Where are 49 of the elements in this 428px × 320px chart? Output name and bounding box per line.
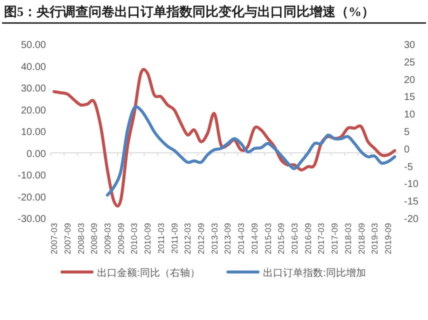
x-tick-label: 2012-09 — [196, 222, 206, 254]
legend-label: 出口金额:同比（右轴） — [97, 267, 200, 279]
y2-tick-label: 25 — [404, 57, 416, 68]
y-tick-label: 20.00 — [20, 105, 46, 116]
x-tick-label: 2014-03 — [236, 222, 246, 254]
y2-tick-label: 30 — [404, 40, 416, 51]
y2-tick-label: 20 — [404, 74, 416, 86]
y-tick-label: -10.00 — [18, 170, 46, 182]
y2-tick-label: -15 — [404, 196, 419, 208]
x-tick-label: 2009-09 — [116, 222, 126, 254]
x-tick-label: 2018-03 — [342, 222, 353, 254]
y-tick-label: -30.00 — [18, 214, 46, 225]
y2-tick-label: -10 — [404, 179, 419, 190]
y-tick-label: 30.00 — [20, 84, 46, 94]
x-tick-label: 2007-03 — [49, 222, 60, 254]
x-tick-label: 2007-09 — [62, 222, 72, 254]
y2-tick-label: -20 — [404, 214, 419, 225]
y-tick-label: 50.00 — [20, 40, 46, 51]
x-tick-label: 2015-03 — [262, 222, 273, 254]
x-tick-label: 2018-09 — [356, 222, 366, 254]
y2-tick-label: 10 — [404, 110, 416, 121]
legend-label: 出口订单指数:同比增加 — [263, 267, 366, 279]
y2-tick-label: 15 — [404, 92, 416, 104]
x-tick-label: 2017-03 — [316, 222, 326, 254]
x-tick-label: 2009-03 — [102, 222, 112, 254]
y-tick-label: 0.00 — [26, 148, 46, 160]
y-tick-label: -20.00 — [18, 192, 46, 204]
y-tick-label: 10.00 — [20, 127, 46, 138]
x-tick-label: 2011-09 — [169, 222, 180, 254]
x-tick-label: 2010-03 — [129, 222, 140, 254]
x-tick-label: 2017-09 — [330, 222, 340, 254]
x-tick-label: 2014-09 — [249, 222, 260, 254]
x-tick-label: 2016-03 — [289, 222, 300, 254]
x-tick-label: 2011-03 — [156, 222, 166, 254]
x-tick-label: 2019-09 — [382, 222, 393, 254]
y2-tick-label: -5 — [404, 162, 414, 173]
y2-tick-label: 0 — [404, 144, 410, 156]
x-tick-label: 2013-03 — [209, 222, 220, 254]
x-tick-label: 2016-09 — [302, 222, 313, 254]
y-tick-label: 40.00 — [20, 62, 46, 73]
x-tick-label: 2019-03 — [370, 222, 380, 254]
chart-title: 图5：央行调查问卷出口订单指数同比变化与出口同比增速（%） — [4, 4, 374, 19]
x-tick-label: 2008-09 — [89, 222, 100, 254]
x-tick-label: 2010-09 — [142, 222, 153, 254]
x-tick-label: 2008-03 — [76, 222, 86, 254]
x-tick-label: 2012-03 — [182, 222, 193, 254]
y2-tick-label: 5 — [404, 127, 410, 138]
x-tick-label: 2015-09 — [276, 222, 286, 254]
x-tick-label: 2013-09 — [222, 222, 233, 254]
